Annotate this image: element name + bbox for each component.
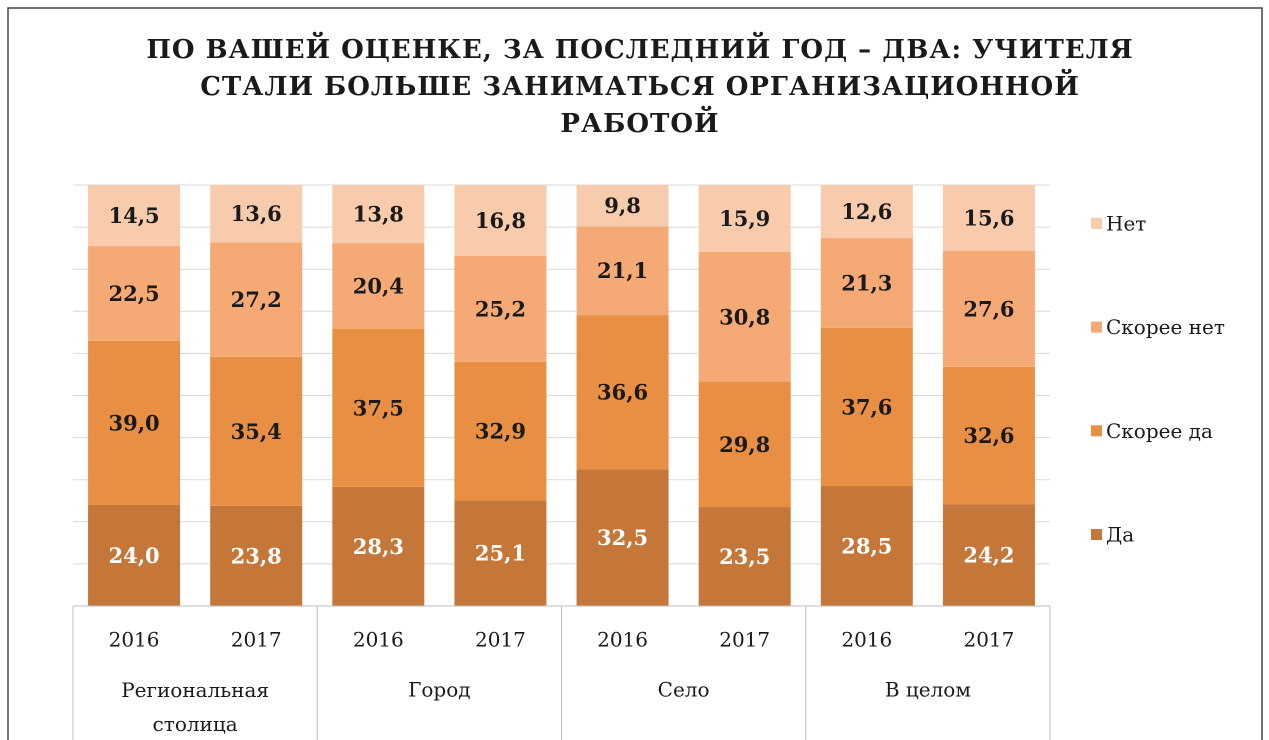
bar-segment xyxy=(332,243,425,329)
bar-segment xyxy=(88,246,181,341)
bar-segment xyxy=(698,381,791,508)
legend-swatch xyxy=(1091,321,1102,333)
x-tick-label: 2016 xyxy=(597,628,648,652)
bar-segment xyxy=(698,251,791,382)
data-label: 13,8 xyxy=(353,202,404,227)
group-label: Региональная столица xyxy=(121,678,269,736)
bar-segment xyxy=(576,469,669,606)
legend-label: Скорее да xyxy=(1106,419,1213,443)
bar-segment xyxy=(210,356,303,506)
bar-segment xyxy=(454,255,547,362)
x-tick-label: 2017 xyxy=(719,628,770,652)
chart-frame xyxy=(7,7,1263,740)
bar-segment xyxy=(210,185,303,243)
group-label: Город xyxy=(408,678,470,702)
bar-segment xyxy=(942,250,1035,367)
data-label: 32,6 xyxy=(963,423,1014,448)
x-tick-label: 2017 xyxy=(231,628,282,652)
data-label: 24,0 xyxy=(108,543,159,568)
data-label: 14,5 xyxy=(108,203,159,228)
data-label: 25,1 xyxy=(475,541,526,566)
data-label: 22,5 xyxy=(108,281,159,306)
legend-swatch xyxy=(1091,425,1102,437)
data-label: 27,6 xyxy=(963,296,1014,321)
bar-segment xyxy=(698,507,791,606)
data-label: 29,8 xyxy=(719,432,770,457)
bar-segment xyxy=(332,185,425,244)
bar-segment xyxy=(942,504,1035,606)
bar-segment xyxy=(820,238,913,328)
data-label: 37,5 xyxy=(353,395,404,420)
bar-segment xyxy=(454,185,547,256)
data-label: 13,6 xyxy=(231,201,282,226)
legend-label: Нет xyxy=(1106,211,1146,235)
data-label: 21,1 xyxy=(597,258,648,283)
data-label: 20,4 xyxy=(353,274,404,299)
bar-segment xyxy=(698,185,791,252)
bar-segment xyxy=(332,486,425,606)
bar-segment xyxy=(820,327,913,487)
data-label: 23,5 xyxy=(719,544,770,569)
data-label: 15,6 xyxy=(963,205,1014,230)
data-label: 24,2 xyxy=(963,543,1014,568)
x-tick-label: 2017 xyxy=(475,628,526,652)
data-label: 12,6 xyxy=(841,199,892,224)
bar-segment xyxy=(454,361,547,501)
bar-segment xyxy=(454,500,547,606)
group-label: В целом xyxy=(885,678,971,702)
data-label: 25,2 xyxy=(475,296,526,321)
data-label: 36,6 xyxy=(597,380,648,405)
data-label: 32,5 xyxy=(597,525,648,550)
bar-segment xyxy=(576,226,669,316)
bar-segment xyxy=(942,366,1035,505)
data-label: 16,8 xyxy=(475,208,526,233)
bar-segment xyxy=(942,185,1035,251)
bar-segment xyxy=(88,340,181,505)
bar-segment xyxy=(210,242,303,357)
data-label: 37,6 xyxy=(841,394,892,419)
bar-segment xyxy=(820,486,913,606)
bar-segment xyxy=(332,328,425,487)
data-label: 32,9 xyxy=(475,419,526,444)
bar-segment xyxy=(576,315,669,470)
legend-swatch xyxy=(1091,217,1102,229)
bar-segment xyxy=(88,185,181,247)
data-label: 35,4 xyxy=(231,419,282,444)
legend-label: Скорее нет xyxy=(1106,315,1225,339)
data-label: 30,8 xyxy=(719,304,770,329)
bar-segment xyxy=(88,504,181,606)
legend-label: Да xyxy=(1106,523,1134,547)
x-tick-label: 2017 xyxy=(963,628,1014,652)
x-tick-label: 2016 xyxy=(841,628,892,652)
bar-segment xyxy=(820,185,913,239)
data-label: 28,3 xyxy=(353,534,404,559)
x-tick-label: 2016 xyxy=(353,628,404,652)
data-label: 9,8 xyxy=(604,193,641,218)
data-label: 15,9 xyxy=(719,206,770,231)
data-label: 28,5 xyxy=(841,534,892,559)
group-label: Село xyxy=(658,678,710,702)
data-label: 39,0 xyxy=(108,410,159,435)
bar-segment xyxy=(576,185,669,227)
legend-swatch xyxy=(1091,529,1102,540)
x-tick-label: 2016 xyxy=(109,628,160,652)
data-label: 21,3 xyxy=(841,270,892,295)
bar-segment xyxy=(210,505,303,606)
data-label: 23,8 xyxy=(231,543,282,568)
data-label: 27,2 xyxy=(231,287,282,312)
chart-title: ПО ВАШЕЙ ОЦЕНКЕ, ЗА ПОСЛЕДНИЙ ГОД – ДВА:… xyxy=(146,35,1134,139)
